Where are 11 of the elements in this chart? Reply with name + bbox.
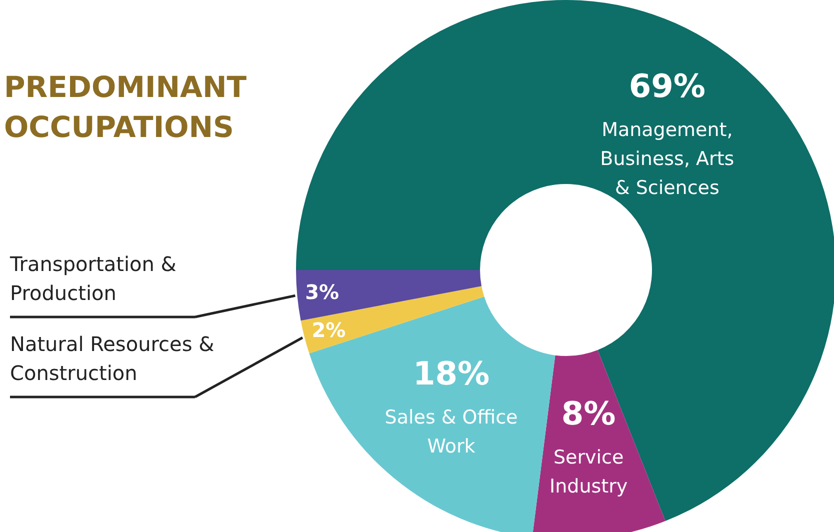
data-label: 3% [305, 280, 340, 304]
slice-label: Transportation & Production [9, 252, 176, 305]
slice-label: Management, Business, Arts & Sciences [600, 119, 734, 200]
data-label: 2% [312, 318, 346, 342]
data-label: 8% [561, 394, 616, 433]
text: PREDOMINANT OCCUPATIONS [4, 70, 247, 144]
data-label: 18% [412, 354, 490, 393]
slice-label: Service Industry [549, 446, 628, 498]
data-label: 69% [628, 67, 706, 106]
slice-label: Sales & Office Work [384, 406, 518, 458]
slice-label: Natural Resources & Construction [10, 332, 214, 385]
